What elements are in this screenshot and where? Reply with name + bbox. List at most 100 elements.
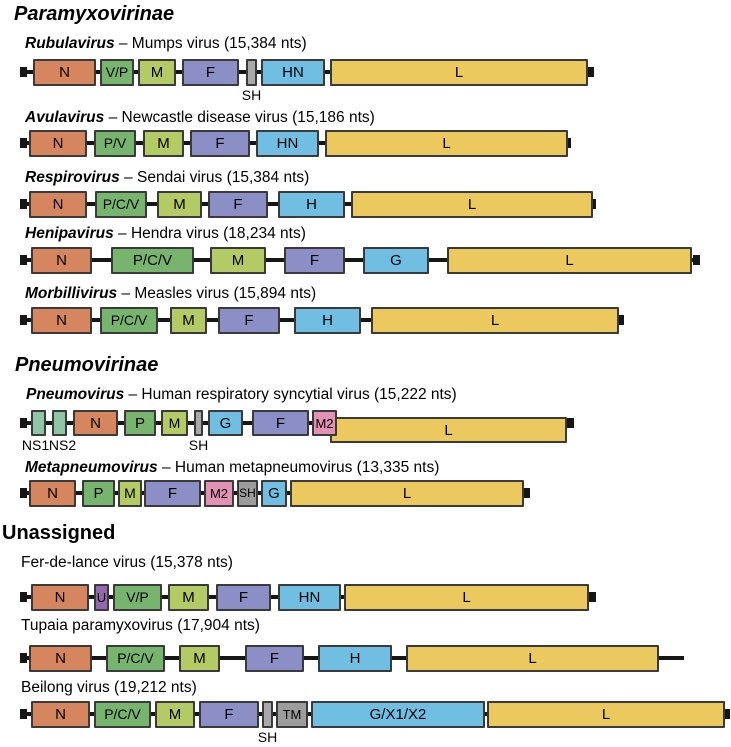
- virus-name-and-size: – Sendai virus (15,384 nts): [119, 169, 310, 186]
- gene-P-C-V: P/C/V: [94, 700, 151, 728]
- gene-M: M: [170, 306, 207, 334]
- virus-name-and-size: – Human metapneumovirus (13,335 nts): [157, 459, 440, 476]
- gene-HN: HN: [261, 58, 325, 86]
- gene-L: L: [447, 246, 692, 274]
- gene-F: F: [284, 246, 345, 274]
- line-start-tick: [20, 709, 27, 719]
- gene-sublabel-NS2: NS2: [48, 437, 77, 453]
- gene-L: L: [351, 190, 593, 218]
- gene-L: L: [325, 129, 568, 157]
- gene-sublabel-NS1: NS1: [21, 437, 50, 453]
- gene-sublabel-SH: SH: [257, 728, 278, 745]
- gene-G: G: [261, 479, 287, 507]
- gene-F: F: [245, 644, 304, 672]
- gene-N: N: [73, 410, 118, 436]
- gene-SH: [246, 58, 257, 86]
- gene-TM: TM: [276, 700, 308, 728]
- gene-P-C-V: P/C/V: [106, 644, 165, 672]
- row-label: Rubulavirus – Mumps virus (15,384 nts): [25, 35, 307, 54]
- gene-G: G: [363, 246, 429, 274]
- gene-M: M: [161, 410, 188, 436]
- row-label: Pneumovirus – Human respiratory syncytia…: [26, 386, 457, 405]
- gene-M2: M2: [312, 410, 337, 436]
- gene-M: M: [168, 583, 209, 611]
- gene-P-C-V: P/C/V: [100, 306, 158, 334]
- gene-F: F: [144, 479, 201, 507]
- gene-SH: [194, 410, 203, 436]
- gene-N: N: [31, 246, 92, 274]
- gene-M: M: [155, 700, 195, 728]
- line-start-tick: [20, 199, 27, 209]
- gene-L: L: [290, 479, 524, 507]
- gene-N: N: [31, 306, 92, 334]
- gene-M: M: [179, 644, 220, 672]
- gene-N: N: [29, 190, 87, 218]
- gene-L: L: [406, 644, 659, 672]
- genus-name: Rubulavirus: [25, 35, 115, 52]
- gene-F: F: [216, 583, 271, 611]
- gene-L: L: [330, 58, 588, 86]
- gene-N: N: [31, 583, 89, 611]
- gene-N: N: [31, 700, 90, 728]
- gene-P: P: [124, 410, 156, 436]
- gene-M: M: [138, 58, 176, 86]
- virus-name-and-size: – Measles virus (15,894 nts): [117, 285, 317, 302]
- gene-M: M: [157, 190, 202, 218]
- genus-name: Henipavirus: [25, 225, 114, 242]
- gene-SH: SH: [237, 479, 258, 507]
- row-label: Metapneumovirus – Human metapneumovirus …: [25, 459, 439, 478]
- gene-G-X1-X2: G/X1/X2: [311, 700, 485, 728]
- virus-name-and-size: – Hendra virus (18,234 nts): [113, 225, 306, 242]
- row-label: Henipavirus – Hendra virus (18,234 nts): [25, 225, 306, 244]
- row-label: Avulavirus – Newcastle disease virus (15…: [25, 109, 375, 128]
- section-heading-paramyxovirinae: Paramyxovirinae: [14, 3, 175, 25]
- row-label: Beilong virus (19,212 nts): [21, 679, 197, 696]
- line-start-tick: [20, 488, 27, 498]
- line-end-tick: [567, 418, 574, 428]
- virus-name-and-size: – Newcastle disease virus (15,186 nts): [104, 109, 375, 126]
- gene-F: F: [218, 306, 280, 334]
- gene-F: F: [208, 190, 268, 218]
- gene-SH: [262, 700, 273, 728]
- gene-M: M: [210, 246, 266, 274]
- virus-name-and-size: – Human respiratory syncytial virus (15,…: [124, 386, 457, 403]
- gene-N: N: [29, 644, 92, 672]
- genus-name: Metapneumovirus: [25, 459, 158, 476]
- gene-L: L: [371, 306, 619, 334]
- gene-V-P: V/P: [113, 583, 162, 611]
- line-start-tick: [20, 138, 27, 148]
- section-heading-unassigned: Unassigned: [2, 522, 116, 544]
- gene-F: F: [182, 58, 239, 86]
- row-label: Morbillivirus – Measles virus (15,894 nt…: [25, 285, 316, 304]
- line-start-tick: [20, 592, 27, 602]
- line-end-tick: [693, 255, 700, 265]
- gene-P: P: [82, 479, 115, 507]
- line-start-tick: [20, 255, 27, 265]
- line-end-tick: [523, 488, 530, 498]
- gene-M: M: [118, 479, 142, 507]
- virus-name-and-size: – Mumps virus (15,384 nts): [114, 35, 307, 52]
- section-heading-pneumovirinae: Pneumovirinae: [15, 354, 159, 376]
- genus-name: Respirovirus: [25, 169, 120, 186]
- row-label: Fer-de-lance virus (15,378 nts): [21, 554, 233, 571]
- row-label: Tupaia paramyxovirus (17,904 nts): [21, 617, 260, 634]
- gene-F: F: [252, 410, 309, 436]
- line-start-tick: [20, 315, 27, 325]
- gene-F: F: [199, 700, 259, 728]
- line-end-tick: [589, 592, 596, 602]
- line-end-tick: [587, 67, 594, 77]
- gene-V-P: V/P: [100, 58, 134, 86]
- row-label: Respirovirus – Sendai virus (15,384 nts): [25, 169, 309, 188]
- gene-NS2: [52, 410, 67, 436]
- line-start-tick: [20, 418, 27, 428]
- gene-P-C-V: P/C/V: [95, 190, 147, 218]
- gene-N: N: [29, 129, 87, 157]
- gene-L: L: [487, 700, 725, 728]
- gene-N: N: [29, 479, 76, 507]
- gene-P-C-V: P/C/V: [111, 246, 194, 274]
- gene-M: M: [143, 129, 184, 157]
- gene-sublabel-SH: SH: [241, 86, 262, 103]
- gene-L: L: [344, 583, 589, 611]
- genus-name: Pneumovirus: [26, 386, 125, 403]
